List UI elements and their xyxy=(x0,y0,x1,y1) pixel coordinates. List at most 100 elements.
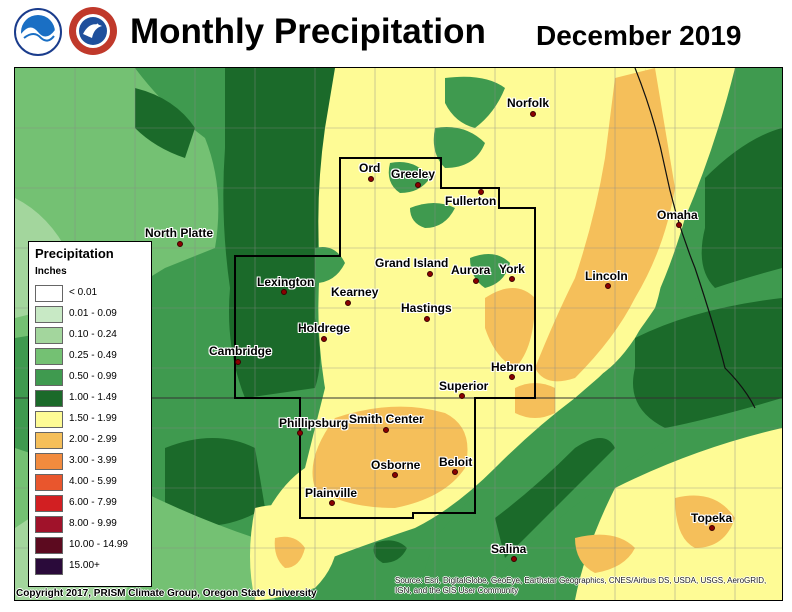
legend-label: 1.50 - 1.99 xyxy=(69,413,117,424)
city-marker-icon xyxy=(177,241,183,247)
legend-label: 0.25 - 0.49 xyxy=(69,350,117,361)
map-title: Monthly Precipitation xyxy=(130,12,486,51)
city-marker-icon xyxy=(368,176,374,182)
legend-row: 4.00 - 5.99 xyxy=(35,473,147,491)
city-label: Lincoln xyxy=(585,269,628,283)
legend-swatch xyxy=(35,369,63,386)
legend-swatch xyxy=(35,327,63,344)
city-label: Aurora xyxy=(451,263,491,277)
city-label: North Platte xyxy=(145,226,214,240)
city-label: Cambridge xyxy=(209,344,272,358)
copyright-text: Copyright 2017, PRISM Climate Group, Ore… xyxy=(16,588,317,599)
city-marker-icon xyxy=(235,359,241,365)
city-label: Smith Center xyxy=(349,412,424,426)
legend-row: 1.50 - 1.99 xyxy=(35,410,147,428)
city-label: Hebron xyxy=(491,360,533,374)
city-marker-icon xyxy=(511,556,517,562)
city-marker-icon xyxy=(676,222,682,228)
legend-row: 6.00 - 7.99 xyxy=(35,494,147,512)
city-marker-icon xyxy=(345,300,351,306)
city-marker-icon xyxy=(427,271,433,277)
noaa-logo xyxy=(14,8,62,56)
legend-label: 15.00+ xyxy=(69,560,100,571)
city-label: Fullerton xyxy=(445,194,497,208)
city-marker-icon xyxy=(383,427,389,433)
city-marker-icon xyxy=(509,374,515,380)
legend-swatch xyxy=(35,474,63,491)
legend-swatch xyxy=(35,285,63,302)
legend-swatch xyxy=(35,348,63,365)
legend-row: 0.50 - 0.99 xyxy=(35,368,147,386)
legend-swatch xyxy=(35,453,63,470)
city-marker-icon xyxy=(424,316,430,322)
legend-label: 4.00 - 5.99 xyxy=(69,476,117,487)
city-marker-icon xyxy=(281,289,287,295)
city-label: Norfolk xyxy=(507,96,549,110)
map-period: December 2019 xyxy=(536,20,742,51)
legend-label: 0.10 - 0.24 xyxy=(69,329,117,340)
city-label: Beloit xyxy=(439,455,473,469)
city-label: Plainville xyxy=(305,486,358,500)
legend-row: 0.25 - 0.49 xyxy=(35,347,147,365)
city-label: Lexington xyxy=(257,275,315,289)
city-label: Greeley xyxy=(391,167,436,181)
city-marker-icon xyxy=(509,276,515,282)
city-label: Omaha xyxy=(657,208,698,222)
city-marker-icon xyxy=(478,189,484,195)
legend-label: 8.00 - 9.99 xyxy=(69,518,117,529)
legend-swatch xyxy=(35,411,63,428)
legend-label: 0.50 - 0.99 xyxy=(69,371,117,382)
legend-label: 3.00 - 3.99 xyxy=(69,455,117,466)
legend-row: 0.01 - 0.09 xyxy=(35,305,147,323)
legend-label: 10.00 - 14.99 xyxy=(69,539,128,550)
precipitation-legend: Precipitation Inches < 0.01 0.01 - 0.09 0.… xyxy=(28,241,152,587)
legend-swatch xyxy=(35,537,63,554)
city-marker-icon xyxy=(392,472,398,478)
legend-row: 8.00 - 9.99 xyxy=(35,515,147,533)
nws-logo xyxy=(69,7,117,55)
legend-label: 2.00 - 2.99 xyxy=(69,434,117,445)
legend-label: < 0.01 xyxy=(69,287,98,298)
legend-row: 0.10 - 0.24 xyxy=(35,326,147,344)
city-label: Salina xyxy=(491,542,527,556)
source-attribution: Source: Esri, DigitalGlobe, GeoEye, Eart… xyxy=(395,576,767,595)
legend-swatch xyxy=(35,558,63,575)
city-marker-icon xyxy=(321,336,327,342)
city-label: Hastings xyxy=(401,301,452,315)
city-label: Superior xyxy=(439,379,489,393)
city-marker-icon xyxy=(297,430,303,436)
legend-units: Inches xyxy=(35,266,67,277)
city-marker-icon xyxy=(415,182,421,188)
legend-row: 1.00 - 1.49 xyxy=(35,389,147,407)
city-label: Holdrege xyxy=(298,321,351,335)
city-label: Grand Island xyxy=(375,256,449,270)
legend-swatch xyxy=(35,306,63,323)
map-header: Monthly Precipitation December 2019 xyxy=(0,0,792,66)
legend-label: 1.00 - 1.49 xyxy=(69,392,117,403)
legend-row: 2.00 - 2.99 xyxy=(35,431,147,449)
city-label: Osborne xyxy=(371,458,421,472)
legend-row: 3.00 - 3.99 xyxy=(35,452,147,470)
city-marker-icon xyxy=(473,278,479,284)
city-marker-icon xyxy=(452,469,458,475)
city-label: York xyxy=(499,262,525,276)
legend-label: 0.01 - 0.09 xyxy=(69,308,117,319)
legend-row: 15.00+ xyxy=(35,557,147,575)
legend-swatch xyxy=(35,516,63,533)
city-marker-icon xyxy=(530,111,536,117)
city-marker-icon xyxy=(459,393,465,399)
city-label: Kearney xyxy=(331,285,379,299)
legend-title: Precipitation xyxy=(35,246,114,261)
city-label: Topeka xyxy=(691,511,733,525)
legend-swatch xyxy=(35,495,63,512)
legend-swatch xyxy=(35,432,63,449)
legend-row: < 0.01 xyxy=(35,284,147,302)
city-marker-icon xyxy=(605,283,611,289)
city-label: Phillipsburg xyxy=(279,416,349,430)
city-marker-icon xyxy=(329,500,335,506)
city-marker-icon xyxy=(709,525,715,531)
legend-row: 10.00 - 14.99 xyxy=(35,536,147,554)
legend-swatch xyxy=(35,390,63,407)
city-label: Ord xyxy=(359,161,381,175)
legend-label: 6.00 - 7.99 xyxy=(69,497,117,508)
